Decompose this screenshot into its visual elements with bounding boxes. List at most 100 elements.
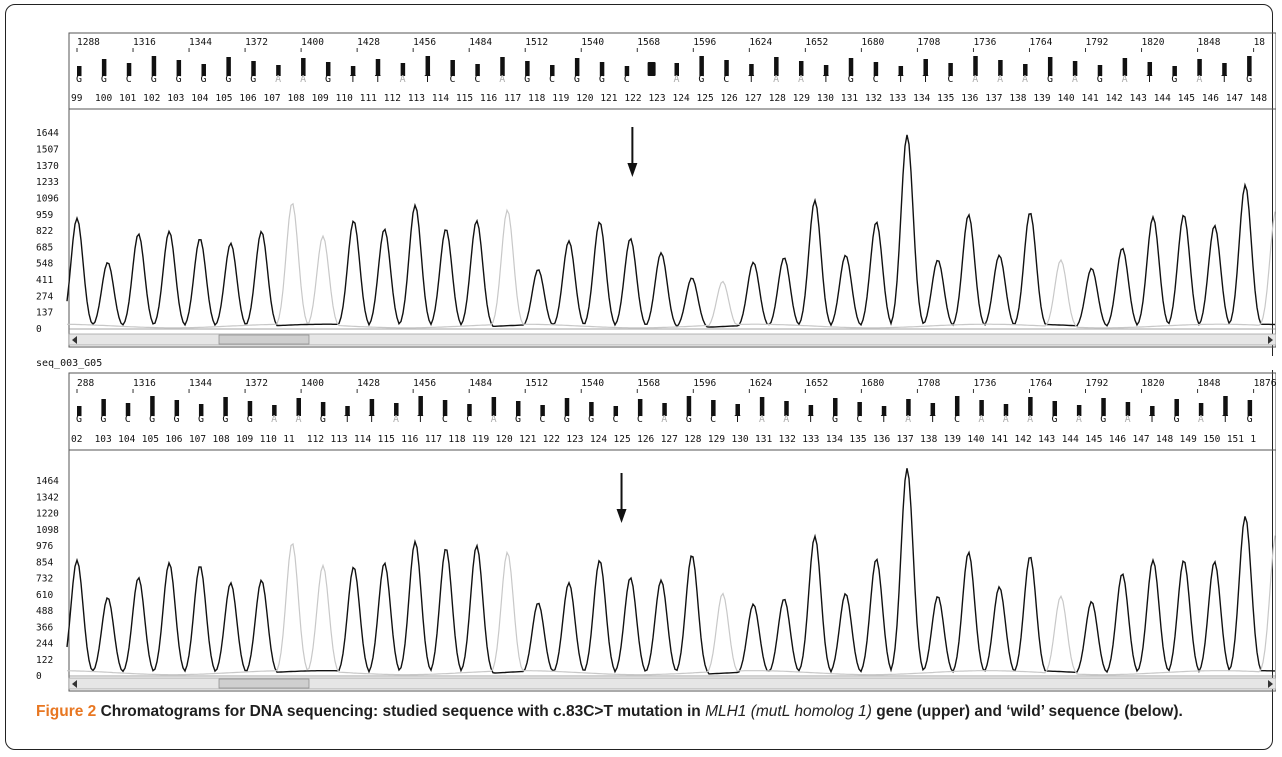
quality-bar [126, 63, 132, 76]
quality-bar [1125, 402, 1131, 416]
quality-bar [1197, 59, 1202, 76]
base-position-label: 130 [817, 93, 834, 104]
base-position-label: 138 [1009, 93, 1026, 104]
quality-bar [425, 56, 431, 76]
quality-bar [711, 400, 716, 416]
trace-primary [66, 468, 1275, 675]
quality-bar [276, 65, 281, 76]
base-call-letter: G [564, 414, 570, 425]
quality-bar-mixed [647, 62, 656, 76]
base-call-letter: C [442, 414, 448, 425]
base-call-letter: G [76, 414, 82, 425]
base-call-letter: T [417, 414, 423, 425]
base-call-letter: G [848, 74, 854, 85]
base-position-label: 118 [448, 434, 465, 445]
base-call-letter: G [832, 414, 838, 425]
base-call-letter: T [748, 74, 754, 85]
y-tick-label: 1464 [36, 476, 59, 487]
panel-border [68, 32, 1276, 348]
base-position-label: 112 [384, 93, 401, 104]
quality-bar [301, 58, 306, 76]
figure-caption: Figure 2 Chromatograms for DNA sequencin… [36, 701, 1266, 722]
base-call-letter: T [369, 414, 375, 425]
scan-tick-label: 1428 [357, 37, 380, 48]
base-position-label: 109 [312, 93, 329, 104]
quality-bar [848, 58, 854, 76]
scan-tick-label: 1316 [133, 378, 156, 389]
quality-bar [101, 59, 107, 76]
base-position-label: 124 [590, 434, 607, 445]
base-position-label: 103 [167, 93, 184, 104]
base-position-label: 145 [1178, 93, 1195, 104]
base-call-letter: T [350, 74, 356, 85]
base-position-label: 135 [849, 434, 866, 445]
base-position-label: 113 [408, 93, 425, 104]
y-tick-label: 1644 [36, 128, 59, 139]
y-tick-label: 0 [36, 671, 42, 682]
base-call-letter: C [125, 414, 131, 425]
base-call-letter: T [1149, 414, 1155, 425]
quality-bar [948, 63, 953, 76]
base-position-label: 151 [1227, 434, 1244, 445]
scroll-right-icon [1268, 680, 1273, 688]
base-call-letter: C [873, 74, 879, 85]
quality-bar [350, 66, 356, 76]
quality-bar [1047, 57, 1053, 76]
scan-tick-label: 1512 [525, 37, 548, 48]
base-position-label: 127 [745, 93, 762, 104]
base-position-label: 115 [456, 93, 473, 104]
scan-tick-label: 1456 [413, 378, 436, 389]
quality-bar [1072, 61, 1078, 76]
quality-bar [998, 60, 1003, 76]
quality-bar [1023, 64, 1028, 76]
y-tick-label: 548 [36, 259, 53, 270]
base-position-label: 126 [637, 434, 654, 445]
base-position-label: 128 [769, 93, 786, 104]
base-position-label: 135 [937, 93, 954, 104]
base-position-label: 147 [1226, 93, 1243, 104]
base-call-letter: G [1246, 74, 1252, 85]
base-call-letter: A [275, 74, 281, 85]
base-call-letter: G [247, 414, 253, 425]
base-position-label: 137 [897, 434, 914, 445]
base-call-letter: A [491, 414, 497, 425]
quality-bar [624, 66, 630, 76]
mutation-arrow-head [616, 509, 627, 523]
quality-bar [699, 56, 704, 76]
y-tick-label: 137 [36, 308, 53, 319]
base-call-letter: G [174, 414, 180, 425]
scan-tick-label: 1680 [861, 378, 884, 389]
base-call-letter: T [881, 414, 887, 425]
base-position-label: 114 [432, 93, 449, 104]
quality-bar [954, 396, 960, 416]
quality-bar [375, 59, 381, 76]
scan-tick-label: 1372 [245, 378, 268, 389]
base-position-label: 109 [236, 434, 253, 445]
base-position-label: 104 [191, 93, 208, 104]
base-call-letter: C [624, 74, 630, 85]
base-call-letter: A [295, 414, 301, 425]
base-call-letter: C [947, 74, 953, 85]
scan-tick-label: 1344 [189, 37, 212, 48]
base-position-label: 122 [624, 93, 641, 104]
y-tick-label: 732 [36, 574, 53, 585]
scroll-right-icon [1268, 336, 1273, 344]
base-call-letter: C [449, 74, 455, 85]
base-position-label: 143 [1038, 434, 1055, 445]
base-call-letter: G [1052, 414, 1058, 425]
base-position-label: 142 [1106, 93, 1123, 104]
quality-bar [784, 401, 789, 416]
quality-bar [394, 403, 399, 416]
base-position-label: 101 [119, 93, 136, 104]
quality-bar [1198, 403, 1204, 416]
base-position-label: 108 [288, 93, 305, 104]
quality-bar [418, 396, 423, 416]
base-call-letter: T [425, 74, 431, 85]
base-position-label: 134 [913, 93, 930, 104]
y-tick-label: 822 [36, 226, 53, 237]
scrollbar-track [68, 677, 1276, 690]
scan-tick-label: 1596 [693, 378, 716, 389]
base-call-letter: A [972, 74, 978, 85]
base-call-letter: G [1247, 414, 1253, 425]
base-call-letter: A [661, 414, 667, 425]
